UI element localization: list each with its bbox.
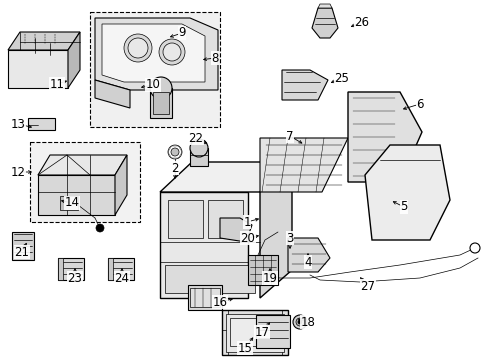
Text: 18: 18 xyxy=(300,315,315,328)
Bar xyxy=(90,12,220,127)
Text: 12: 12 xyxy=(10,166,25,179)
Polygon shape xyxy=(102,24,204,82)
Polygon shape xyxy=(28,118,55,130)
Text: 3: 3 xyxy=(286,231,293,244)
Text: 25: 25 xyxy=(334,72,349,85)
Bar xyxy=(225,314,284,352)
Polygon shape xyxy=(311,8,337,38)
Polygon shape xyxy=(287,238,329,272)
Bar xyxy=(108,258,113,280)
Polygon shape xyxy=(187,285,222,310)
Polygon shape xyxy=(95,18,218,90)
Bar xyxy=(58,258,84,280)
Polygon shape xyxy=(68,32,80,88)
Polygon shape xyxy=(364,145,449,240)
Bar xyxy=(153,92,169,114)
Circle shape xyxy=(295,318,304,326)
Circle shape xyxy=(96,224,104,232)
Polygon shape xyxy=(222,310,287,355)
Circle shape xyxy=(171,148,179,156)
Circle shape xyxy=(168,145,182,159)
Bar xyxy=(207,200,243,238)
Text: 14: 14 xyxy=(64,197,80,210)
Polygon shape xyxy=(115,155,127,215)
Polygon shape xyxy=(282,70,327,100)
Circle shape xyxy=(128,38,148,58)
Polygon shape xyxy=(8,50,68,88)
Polygon shape xyxy=(150,88,172,118)
Polygon shape xyxy=(247,255,278,285)
Text: 2: 2 xyxy=(171,162,179,175)
Text: 24: 24 xyxy=(114,271,129,284)
Circle shape xyxy=(297,320,302,324)
Bar xyxy=(60,196,78,210)
Circle shape xyxy=(159,39,184,65)
Polygon shape xyxy=(8,32,80,50)
Bar xyxy=(30,142,140,222)
Polygon shape xyxy=(38,155,127,175)
Circle shape xyxy=(292,315,306,329)
Bar xyxy=(190,148,207,166)
Polygon shape xyxy=(317,4,331,8)
Polygon shape xyxy=(220,218,251,242)
Text: 15: 15 xyxy=(237,342,252,355)
Bar xyxy=(229,318,280,346)
Text: 22: 22 xyxy=(188,131,203,144)
Text: 9: 9 xyxy=(178,27,185,40)
Text: 13: 13 xyxy=(11,117,25,130)
Polygon shape xyxy=(38,175,115,215)
Polygon shape xyxy=(260,162,291,298)
Text: 26: 26 xyxy=(354,15,369,28)
Bar xyxy=(190,288,220,307)
Circle shape xyxy=(190,139,207,157)
Circle shape xyxy=(124,34,152,62)
Text: 19: 19 xyxy=(262,271,277,284)
Polygon shape xyxy=(256,315,289,348)
Bar xyxy=(12,232,34,260)
Bar xyxy=(58,258,63,280)
Polygon shape xyxy=(260,138,347,192)
Text: 16: 16 xyxy=(212,296,227,309)
Bar xyxy=(108,258,134,280)
Circle shape xyxy=(150,77,172,99)
Bar xyxy=(168,200,203,238)
Text: 1: 1 xyxy=(243,216,250,229)
Text: 5: 5 xyxy=(400,201,407,213)
Circle shape xyxy=(163,43,181,61)
Text: 6: 6 xyxy=(415,98,423,111)
Polygon shape xyxy=(160,162,291,192)
Text: 23: 23 xyxy=(67,271,82,284)
Text: 4: 4 xyxy=(304,256,311,269)
Polygon shape xyxy=(347,92,421,182)
Text: 20: 20 xyxy=(240,231,255,244)
Text: 8: 8 xyxy=(211,51,218,64)
Text: 21: 21 xyxy=(15,246,29,258)
Text: 10: 10 xyxy=(145,78,160,91)
Text: 11: 11 xyxy=(49,77,64,90)
Polygon shape xyxy=(95,80,130,108)
Text: 17: 17 xyxy=(254,325,269,338)
Bar xyxy=(164,265,254,293)
Polygon shape xyxy=(160,192,247,298)
Text: 7: 7 xyxy=(285,130,293,143)
Circle shape xyxy=(469,243,479,253)
Text: 27: 27 xyxy=(360,279,375,292)
